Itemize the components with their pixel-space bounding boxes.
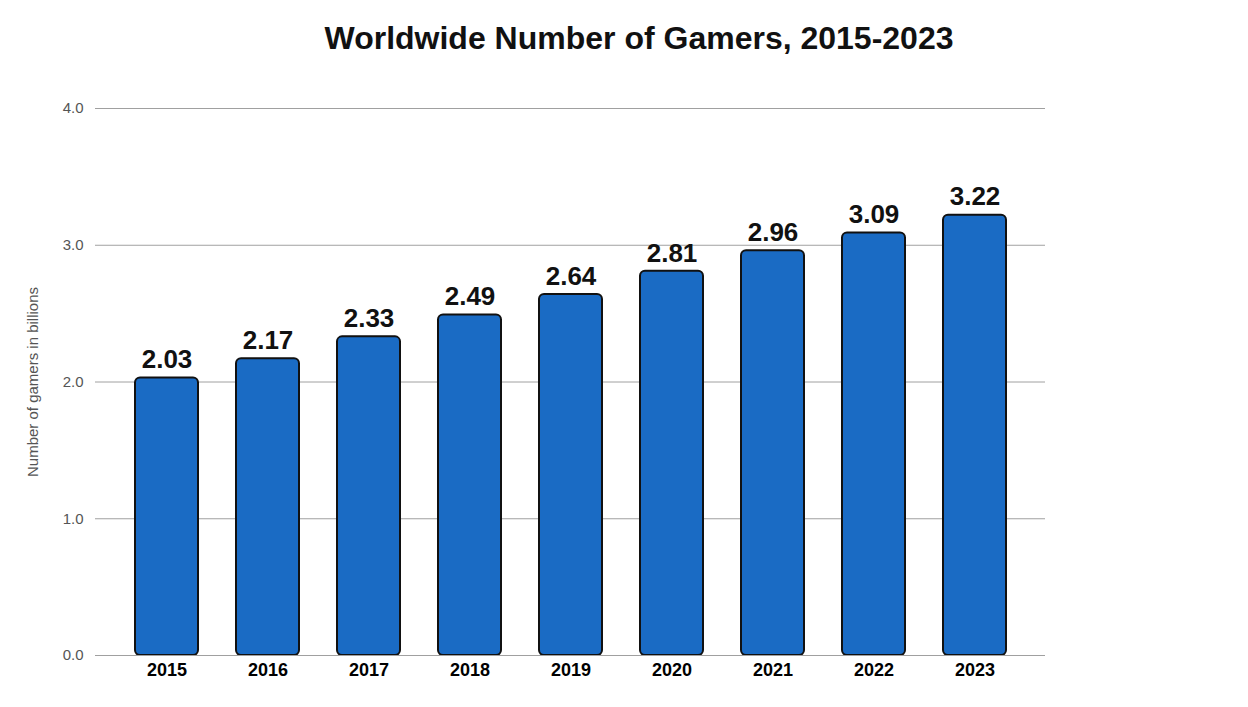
svg-text:Number of gamers in billions: Number of gamers in billions	[24, 287, 41, 477]
svg-text:2015: 2015	[147, 660, 187, 680]
svg-text:2019: 2019	[551, 660, 591, 680]
svg-text:4.0: 4.0	[63, 99, 84, 116]
svg-text:2.03: 2.03	[142, 344, 193, 374]
svg-text:2.17: 2.17	[243, 325, 294, 355]
svg-text:1.0: 1.0	[63, 510, 84, 527]
svg-text:2.81: 2.81	[647, 238, 698, 268]
svg-text:2023: 2023	[955, 660, 995, 680]
svg-text:2.96: 2.96	[748, 217, 799, 247]
svg-text:2020: 2020	[652, 660, 692, 680]
svg-text:3.22: 3.22	[950, 181, 1001, 211]
svg-text:2018: 2018	[450, 660, 490, 680]
svg-text:2021: 2021	[753, 660, 793, 680]
svg-text:2.33: 2.33	[344, 303, 395, 333]
html-text:Worldwide Number of Gamers, 20: Worldwide Number of Gamers, 2015-2023	[324, 20, 954, 56]
svg-text:2016: 2016	[248, 660, 288, 680]
svg-text:2.64: 2.64	[546, 261, 597, 291]
svg-text:2.49: 2.49	[445, 281, 496, 311]
svg-text:3.0: 3.0	[63, 236, 84, 253]
svg-text:2022: 2022	[854, 660, 894, 680]
svg-text:2.0: 2.0	[63, 373, 84, 390]
svg-text:0.0: 0.0	[63, 646, 84, 663]
svg-text:2017: 2017	[349, 660, 389, 680]
svg-text:3.09: 3.09	[849, 199, 900, 229]
